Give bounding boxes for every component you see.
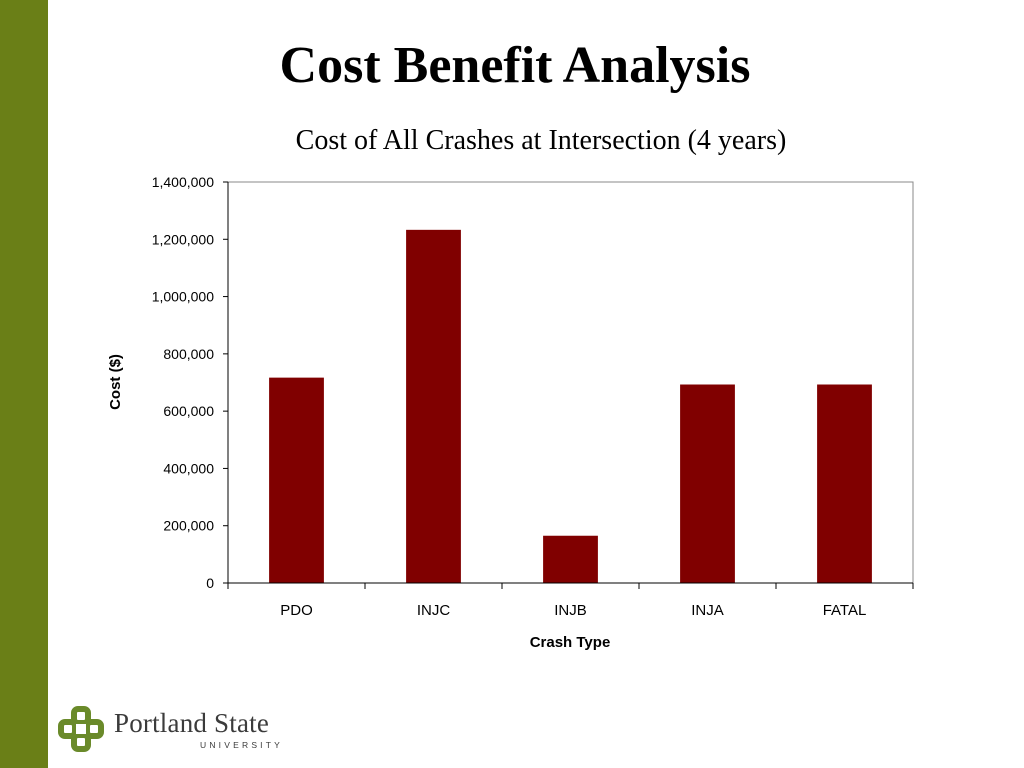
y-tick-label: 1,000,000 <box>152 289 214 305</box>
logo-name: Portland State <box>114 708 270 738</box>
logo-subtitle: UNIVERSITY <box>200 740 284 750</box>
x-tick-label: INJC <box>417 602 451 619</box>
chart-title: Cost of All Crashes at Intersection (4 y… <box>296 125 787 156</box>
y-tick-label: 400,000 <box>163 460 214 476</box>
plot-area <box>227 181 914 584</box>
y-axis-label: Cost ($) <box>107 354 124 410</box>
portland-state-knot-icon <box>58 706 104 752</box>
x-tick-label: FATAL <box>823 602 867 619</box>
y-tick-label: 1,400,000 <box>152 174 214 190</box>
y-tick-label: 800,000 <box>163 346 214 362</box>
y-tick-label: 200,000 <box>163 518 214 534</box>
sidebar-stripe <box>0 0 48 768</box>
x-axis-label: Crash Type <box>530 634 611 651</box>
bar-injb <box>543 535 598 583</box>
university-logo: Portland State UNIVERSITY <box>58 706 298 756</box>
x-tick-label: PDO <box>280 602 313 619</box>
bar-fatal <box>817 384 872 583</box>
bar-injc <box>406 229 461 584</box>
bar-pdo <box>269 377 324 583</box>
y-tick-label: 1,200,000 <box>152 231 214 247</box>
y-tick-label: 0 <box>206 575 214 591</box>
slide-title: Cost Benefit Analysis <box>279 37 751 94</box>
x-tick-label: INJB <box>554 602 587 619</box>
bar-inja <box>680 384 735 583</box>
y-tick-label: 600,000 <box>163 403 214 419</box>
x-tick-label: INJA <box>691 602 724 619</box>
